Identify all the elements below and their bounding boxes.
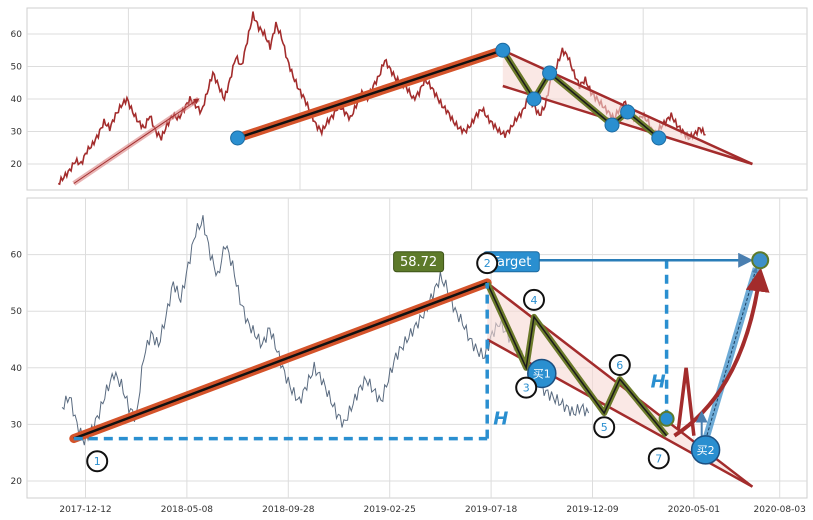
bottom-zigzag-core — [486, 282, 668, 437]
top-pivot-marker — [620, 104, 636, 120]
h-label-2: H — [651, 372, 666, 393]
wave-circle-3 — [515, 376, 538, 399]
x-tick-label: 2020-05-01 — [668, 505, 720, 515]
x-tick-label: 2019-02-25 — [364, 505, 416, 515]
wave-label-7: 7 — [655, 452, 662, 465]
buy-point-1 — [527, 358, 557, 389]
top-y-tick-label: 20 — [11, 160, 23, 170]
pivot-marker — [658, 410, 675, 427]
peak-marker — [676, 367, 696, 436]
wave-circle-5 — [593, 416, 616, 439]
bottom-y-tick-label: 50 — [11, 307, 23, 317]
top-pivot-marker — [230, 130, 246, 146]
x-tick-label: 2019-12-09 — [566, 505, 619, 515]
top-pivot-marker — [542, 65, 558, 81]
target-label-text: Target — [490, 255, 531, 270]
curved-arrow — [673, 267, 770, 438]
top-pivot-marker — [495, 42, 511, 58]
top-arrow — [73, 98, 200, 184]
top-pivot-marker — [651, 130, 667, 146]
x-tick-label: 2018-05-08 — [161, 505, 214, 515]
wave-label-5: 5 — [601, 421, 608, 434]
buy-label-2: 买2 — [697, 444, 715, 457]
bottom-panel-frame — [26, 197, 808, 499]
h-label-1: H — [493, 408, 508, 429]
wave-circle-1 — [86, 450, 109, 473]
top-y-tick-label: 40 — [11, 95, 23, 105]
wave-label-2: 2 — [484, 257, 491, 270]
top-y-tick-label: 60 — [11, 30, 23, 40]
x-tick-label: 2019-07-18 — [465, 505, 518, 515]
bottom-y-tick-label: 60 — [11, 251, 23, 261]
wave-circle-7 — [647, 447, 670, 470]
price-label-text: 58.72 — [400, 255, 437, 270]
rise-arrow-band — [702, 267, 760, 441]
x-tick-label: 2017-12-12 — [59, 505, 111, 515]
wave-circle-2 — [476, 252, 499, 275]
wave-circle-6 — [608, 353, 631, 376]
price-label-box — [393, 251, 445, 273]
buy-point-2 — [690, 435, 721, 465]
top-trend-line-core — [237, 49, 504, 140]
x-tick-label: 2020-08-03 — [754, 505, 806, 515]
target-point — [751, 251, 770, 270]
top-channel-lower — [502, 84, 753, 166]
top-pivot-marker — [604, 117, 620, 133]
top-y-tick-label: 30 — [11, 128, 23, 138]
wave-label-4: 4 — [531, 294, 538, 307]
x-tick-label: 2018-09-28 — [262, 505, 315, 515]
bottom-y-tick-label: 20 — [11, 477, 23, 487]
top-y-tick-label: 50 — [11, 63, 23, 73]
bottom-y-tick-label: 40 — [11, 364, 23, 374]
wave-label-1: 1 — [94, 455, 101, 468]
bottom-y-tick-label: 30 — [11, 420, 23, 430]
top-pivot-marker — [526, 91, 542, 107]
buy-label-1: 买1 — [533, 367, 551, 380]
wave-label-6: 6 — [616, 359, 623, 372]
bottom-trend-line-core — [73, 281, 488, 440]
wave-label-3: 3 — [523, 382, 530, 395]
wave-circle-4 — [523, 288, 545, 311]
